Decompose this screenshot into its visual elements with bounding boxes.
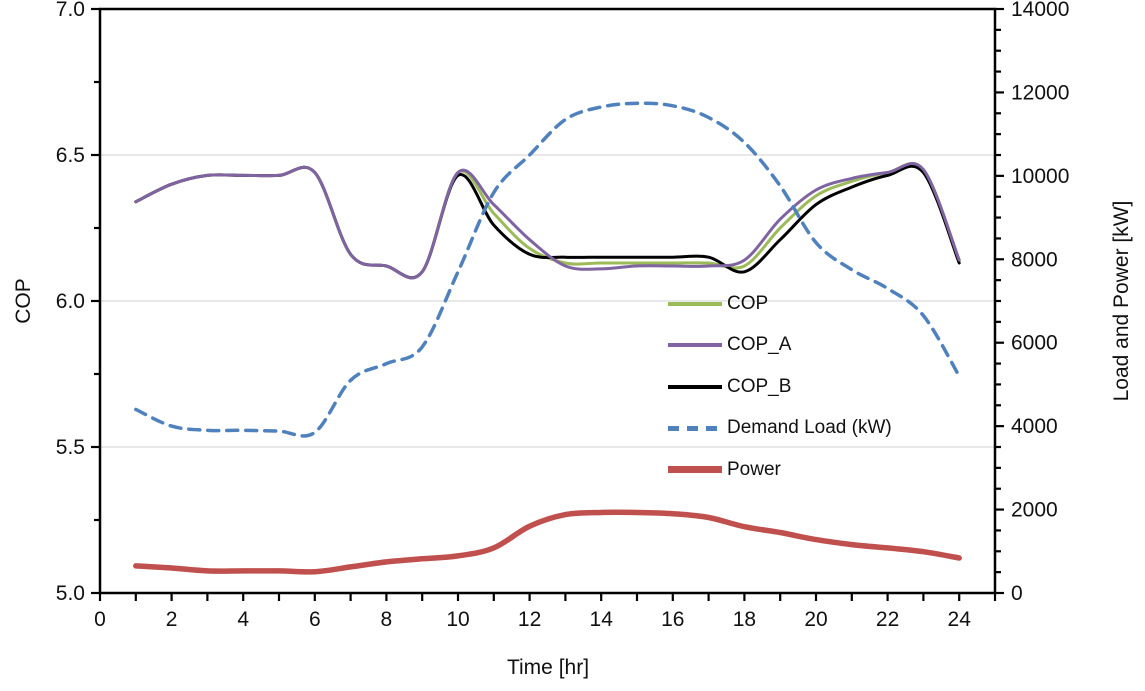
left-axis-title: COP — [12, 278, 35, 324]
right-axis-tick-label: 8000 — [1011, 248, 1058, 271]
legend-item-cop-b: COP_B — [668, 366, 892, 408]
x-axis-tick-label: 24 — [948, 608, 972, 631]
left-axis-tick-label: 5.0 — [56, 582, 85, 605]
x-axis-tick-label: 14 — [590, 608, 614, 631]
series-line-cop-a — [134, 162, 961, 280]
right-axis-tick-label: 14000 — [1011, 0, 1069, 21]
legend-item-cop-a: COP_A — [668, 325, 892, 367]
legend-item-power: Power — [668, 449, 892, 491]
legend-swatch-demand-load — [668, 425, 722, 431]
legend-label-cop-a: COP_A — [727, 334, 792, 356]
x-axis-tick-label: 6 — [309, 608, 321, 631]
left-axis-tick-label: 6.0 — [56, 290, 85, 313]
x-axis-tick-label: 0 — [94, 608, 106, 631]
x-axis-tick-label: 12 — [518, 608, 541, 631]
chart-legend: COP COP_A COP_B Demand Load (kW) Power — [668, 283, 892, 491]
legend-swatch-power — [668, 466, 722, 474]
legend-swatch-cop-a — [668, 343, 722, 348]
left-axis-tick-label: 6.5 — [56, 144, 85, 167]
x-axis-tick-label: 16 — [661, 608, 684, 631]
right-axis-tick-label: 0 — [1011, 582, 1023, 605]
x-axis-tick-label: 2 — [166, 608, 178, 631]
right-axis-tick-label: 4000 — [1011, 415, 1058, 438]
legend-item-demand-load: Demand Load (kW) — [668, 408, 892, 450]
legend-item-cop: COP — [668, 283, 892, 325]
right-axis-tick-label: 10000 — [1011, 165, 1069, 188]
x-axis-tick-label: 4 — [237, 608, 249, 631]
right-axis-tick-label: 12000 — [1011, 81, 1069, 104]
legend-label-cop-b: COP_B — [727, 375, 792, 397]
x-axis-tick-label: 8 — [381, 608, 393, 631]
legend-swatch-cop-b — [668, 384, 722, 389]
right-axis-tick-label: 2000 — [1011, 499, 1058, 522]
x-axis-title: Time [hr] — [506, 656, 590, 679]
legend-label-power: Power — [727, 458, 781, 480]
left-axis-tick-label: 7.0 — [56, 0, 85, 21]
x-axis-tick-label: 10 — [446, 608, 469, 631]
right-axis-tick-label: 6000 — [1011, 332, 1058, 355]
series-line-demand-load-kw- — [134, 101, 961, 438]
left-axis-tick-label: 5.5 — [56, 436, 85, 459]
legend-label-demand-load: Demand Load (kW) — [727, 417, 892, 439]
series-line-power — [133, 509, 962, 575]
x-axis-tick-label: 18 — [733, 608, 756, 631]
legend-swatch-cop — [668, 301, 722, 306]
right-axis-title: Load and Power [kW] — [1110, 200, 1133, 402]
x-axis-tick-label: 20 — [804, 608, 827, 631]
x-axis-tick-label: 22 — [876, 608, 899, 631]
legend-label-cop: COP — [727, 292, 769, 314]
